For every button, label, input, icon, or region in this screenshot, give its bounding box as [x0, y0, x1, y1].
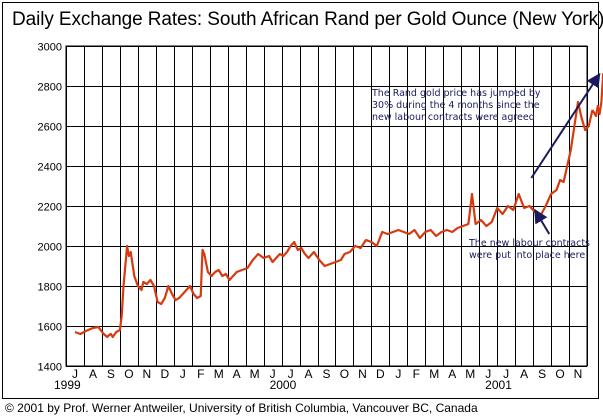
- y-tick-label: 1600: [38, 322, 62, 334]
- y-tick-label: 1400: [38, 362, 62, 374]
- month-tick-label: A: [305, 367, 313, 381]
- month-tick-label: F: [413, 367, 420, 381]
- month-tick-label: J: [288, 367, 294, 381]
- y-tick-label: 2600: [38, 122, 62, 134]
- copyright-text: © 2001 by Prof. Werner Antweiler, Univer…: [5, 401, 478, 415]
- annotation-text: The new labour contracts: [468, 238, 590, 249]
- y-tick-label: 2400: [38, 162, 62, 174]
- annotation-text: The Rand gold price has jumped by: [371, 88, 541, 99]
- month-tick-label: D: [160, 367, 169, 381]
- series-line: [74, 100, 594, 339]
- month-tick-label: M: [214, 367, 224, 381]
- month-tick-label: A: [448, 367, 456, 381]
- month-tick-label: O: [340, 367, 349, 381]
- y-tick-label: 3000: [38, 42, 62, 54]
- y-tick-label: 1800: [38, 282, 62, 294]
- month-tick-label: A: [89, 367, 97, 381]
- month-tick-label: O: [124, 367, 133, 381]
- annotation-text: 30% during the 4 months since the: [372, 100, 540, 111]
- y-tick-label: 2200: [38, 202, 62, 214]
- month-tick-label: N: [574, 367, 583, 381]
- annotation-text: were put into place here: [469, 250, 585, 261]
- month-tick-label: A: [233, 367, 241, 381]
- y-tick-label: 2800: [38, 82, 62, 94]
- month-tick-label: D: [376, 367, 385, 381]
- month-tick-label: J: [485, 367, 491, 381]
- year-tick-label: 2000: [270, 378, 297, 392]
- month-tick-label: M: [465, 367, 475, 381]
- month-tick-label: S: [107, 367, 115, 381]
- series-line: [591, 72, 603, 118]
- month-tick-label: O: [555, 367, 564, 381]
- annotation-arrow: [534, 208, 551, 235]
- month-tick-label: F: [197, 367, 204, 381]
- chart-title: Daily Exchange Rates: South African Rand…: [12, 9, 603, 30]
- month-tick-label: M: [429, 367, 439, 381]
- y-tick-label: 2000: [38, 242, 62, 254]
- month-tick-label: J: [72, 367, 78, 381]
- year-tick-label: 2001: [485, 378, 512, 392]
- month-tick-label: J: [503, 367, 509, 381]
- month-tick-label: S: [538, 367, 546, 381]
- month-tick-label: S: [322, 367, 330, 381]
- month-tick-label: J: [270, 367, 276, 381]
- annotation-arrow: [530, 72, 601, 179]
- month-tick-label: M: [250, 367, 260, 381]
- annotation-text: new labour contracts were agreed: [372, 112, 535, 123]
- month-tick-label: N: [358, 367, 367, 381]
- month-tick-label: J: [395, 367, 401, 381]
- month-tick-label: N: [143, 367, 152, 381]
- chart-frame: [2, 2, 599, 399]
- month-tick-label: A: [520, 367, 528, 381]
- year-tick-label: 1999: [54, 378, 81, 392]
- month-tick-label: J: [180, 367, 186, 381]
